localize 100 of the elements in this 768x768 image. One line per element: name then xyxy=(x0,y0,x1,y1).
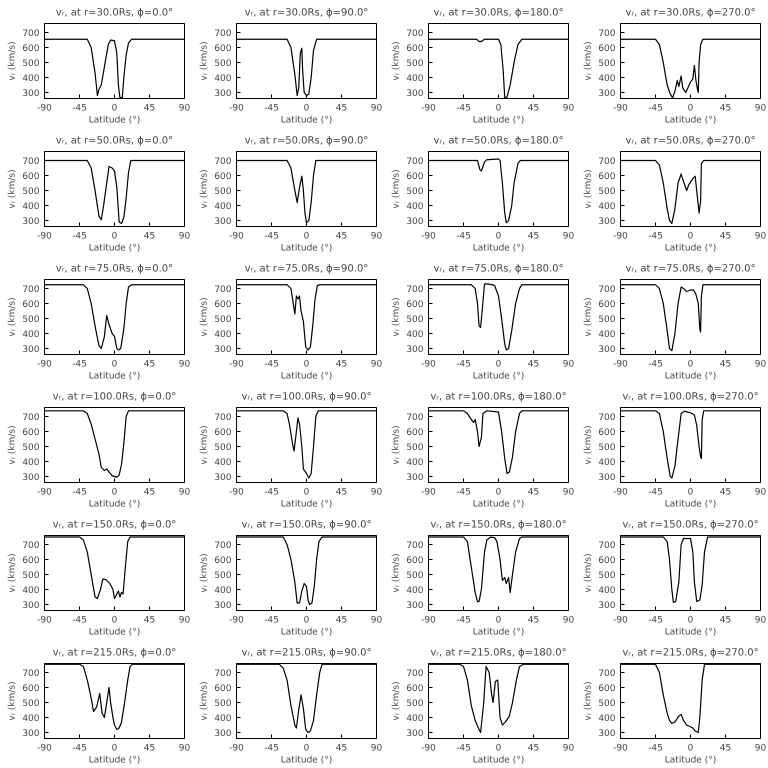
y-tick-label: 700 xyxy=(598,413,616,423)
x-tick-label: 45 xyxy=(528,616,540,626)
x-tick-label: 0 xyxy=(496,616,502,626)
y-tick-label: 600 xyxy=(406,172,424,182)
x-tick-label: 0 xyxy=(688,488,694,498)
y-tick-label: 400 xyxy=(214,714,232,724)
y-tick-label: 400 xyxy=(406,714,424,724)
y-axis-title: vᵣ (km/s) xyxy=(7,297,18,337)
y-tick-label: 500 xyxy=(598,187,616,197)
y-tick-label: 600 xyxy=(214,300,232,310)
x-tick-label: 0 xyxy=(496,360,502,370)
y-tick-label: 700 xyxy=(406,29,424,39)
y-tick-label: 500 xyxy=(214,59,232,69)
chart-title: vᵣ, at r=50.0Rs, ϕ=90.0° xyxy=(244,136,368,146)
y-tick-label: 700 xyxy=(598,157,616,167)
x-tick-label: -90 xyxy=(229,744,244,754)
y-tick-label: 300 xyxy=(598,89,616,99)
y-tick-label: 500 xyxy=(214,187,232,197)
x-tick-label: 45 xyxy=(336,744,348,754)
x-tick-label: 0 xyxy=(688,360,694,370)
x-tick-label: 45 xyxy=(144,616,156,626)
y-tick-label: 300 xyxy=(406,729,424,739)
y-tick-label: 700 xyxy=(214,669,232,679)
chart-title: vᵣ, at r=75.0Rs, ϕ=0.0° xyxy=(56,264,174,274)
y-tick-label: 300 xyxy=(214,729,232,739)
x-tick-label: 45 xyxy=(720,488,732,498)
x-tick-label: 45 xyxy=(528,104,540,114)
x-axis-title: Latitude (°) xyxy=(472,500,524,510)
x-tick-label: 45 xyxy=(528,744,540,754)
line-series xyxy=(236,410,376,479)
x-tick-label: -90 xyxy=(229,232,244,242)
chart-title: vᵣ, at r=150.0Rs, ϕ=180.0° xyxy=(430,520,567,530)
y-axis-title: vᵣ (km/s) xyxy=(199,553,210,593)
y-tick-label: 600 xyxy=(598,684,616,694)
y-tick-label: 300 xyxy=(406,473,424,483)
y-tick-label: 400 xyxy=(598,202,616,212)
y-tick-label: 300 xyxy=(22,601,40,611)
x-tick-label: 90 xyxy=(178,104,190,114)
y-tick-label: 600 xyxy=(214,684,232,694)
y-tick-label: 300 xyxy=(406,89,424,99)
y-tick-label: 700 xyxy=(598,29,616,39)
y-tick-label: 400 xyxy=(214,74,232,84)
x-tick-label: 90 xyxy=(178,232,190,242)
x-tick-label: 0 xyxy=(304,488,310,498)
x-axis-title: Latitude (°) xyxy=(280,372,332,382)
y-tick-label: 700 xyxy=(598,285,616,295)
y-tick-label: 600 xyxy=(214,44,232,54)
x-tick-label: -45 xyxy=(456,232,471,242)
x-tick-label: -45 xyxy=(264,360,279,370)
x-tick-label: -45 xyxy=(264,488,279,498)
y-tick-label: 700 xyxy=(406,157,424,167)
y-axis-title: vᵣ (km/s) xyxy=(391,681,402,721)
x-tick-label: -45 xyxy=(72,488,87,498)
y-tick-label: 700 xyxy=(406,285,424,295)
x-tick-label: 0 xyxy=(688,104,694,114)
chart-title: vᵣ, at r=100.0Rs, ϕ=180.0° xyxy=(430,392,567,402)
y-tick-label: 300 xyxy=(22,729,40,739)
x-tick-label: 45 xyxy=(720,104,732,114)
chart-title: vᵣ, at r=215.0Rs, ϕ=90.0° xyxy=(242,648,372,658)
y-tick-label: 300 xyxy=(214,473,232,483)
x-tick-label: -90 xyxy=(421,232,436,242)
x-tick-label: -90 xyxy=(421,616,436,626)
x-tick-label: 45 xyxy=(528,488,540,498)
y-tick-label: 700 xyxy=(214,541,232,551)
x-axis-title: Latitude (°) xyxy=(472,372,524,382)
x-axis-title: Latitude (°) xyxy=(664,372,716,382)
y-tick-label: 600 xyxy=(406,428,424,438)
x-tick-label: 90 xyxy=(754,488,766,498)
y-tick-label: 400 xyxy=(214,330,232,340)
y-tick-label: 300 xyxy=(214,217,232,227)
chart-title: vᵣ, at r=30.0Rs, ϕ=270.0° xyxy=(626,8,756,18)
y-tick-label: 300 xyxy=(214,601,232,611)
x-tick-label: 90 xyxy=(754,616,766,626)
x-tick-label: 90 xyxy=(754,744,766,754)
x-tick-label: -90 xyxy=(37,360,52,370)
x-tick-label: 0 xyxy=(496,104,502,114)
y-tick-label: 600 xyxy=(598,172,616,182)
y-tick-label: 400 xyxy=(406,458,424,468)
x-axis-title: Latitude (°) xyxy=(472,628,524,638)
x-tick-label: 90 xyxy=(562,232,574,242)
line-series xyxy=(428,283,568,351)
x-tick-label: 90 xyxy=(562,488,574,498)
x-tick-label: 0 xyxy=(304,360,310,370)
y-tick-label: 300 xyxy=(598,729,616,739)
y-tick-label: 700 xyxy=(406,541,424,551)
y-tick-label: 400 xyxy=(406,330,424,340)
y-tick-label: 500 xyxy=(406,59,424,69)
y-tick-label: 700 xyxy=(214,285,232,295)
x-tick-label: 90 xyxy=(178,360,190,370)
x-tick-label: -45 xyxy=(648,360,663,370)
y-tick-label: 400 xyxy=(598,586,616,596)
x-axis-title: Latitude (°) xyxy=(280,244,332,254)
y-tick-label: 500 xyxy=(598,571,616,581)
x-tick-label: -90 xyxy=(37,488,52,498)
x-axis-title: Latitude (°) xyxy=(664,628,716,638)
x-tick-label: -45 xyxy=(456,616,471,626)
x-tick-label: 0 xyxy=(304,104,310,114)
y-axis-title: vᵣ (km/s) xyxy=(391,169,402,209)
x-tick-label: 90 xyxy=(370,104,382,114)
y-tick-label: 600 xyxy=(214,556,232,566)
